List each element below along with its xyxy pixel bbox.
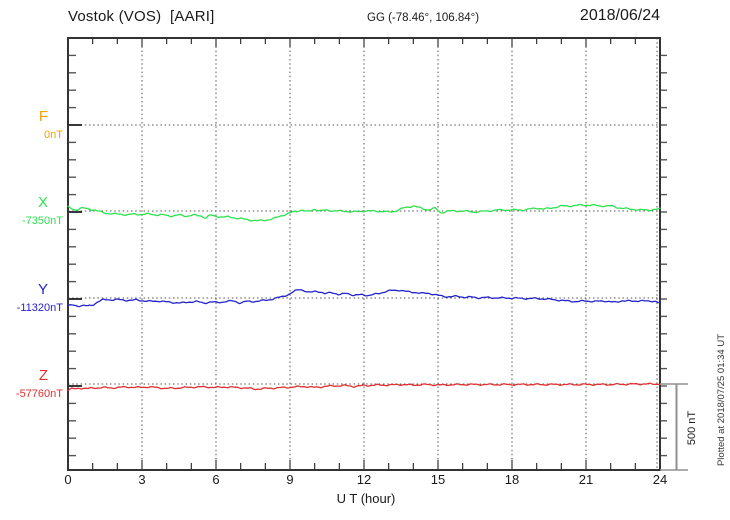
- x-tick-label: 21: [578, 472, 594, 487]
- x-tick-label: 0: [64, 472, 72, 487]
- x-tick-label: 3: [138, 472, 146, 487]
- channel-baseline-f: 0nT: [44, 129, 63, 141]
- channel-letter-f: F: [38, 108, 48, 125]
- x-tick-label: 9: [286, 472, 294, 487]
- channel-letter-z: Z: [38, 367, 48, 384]
- x-tick-label: 6: [212, 472, 220, 487]
- channel-letter-x: X: [37, 194, 48, 211]
- plot-date: 2018/06/24: [579, 7, 660, 24]
- scale-bar-label: 500 nT: [686, 410, 698, 446]
- x-tick-label: 15: [430, 472, 446, 487]
- channel-baseline-y: -11320nT: [16, 302, 63, 314]
- x-tick-label: 18: [504, 472, 520, 487]
- channel-baseline-x: -7350nT: [22, 215, 63, 227]
- x-axis-title: U T (hour): [336, 491, 396, 506]
- x-tick-label: 24: [652, 472, 668, 487]
- channel-letter-y: Y: [37, 281, 48, 298]
- station-title: Vostok (VOS) [AARI]: [68, 8, 215, 25]
- plotted-at-note: Plotted at 2018/07/25 01:34 UT: [715, 333, 727, 467]
- x-tick-label: 12: [356, 472, 372, 487]
- channel-baseline-z: -57760nT: [15, 388, 63, 400]
- geo-coordinates: GG (-78.46°, 106.84°): [367, 12, 480, 24]
